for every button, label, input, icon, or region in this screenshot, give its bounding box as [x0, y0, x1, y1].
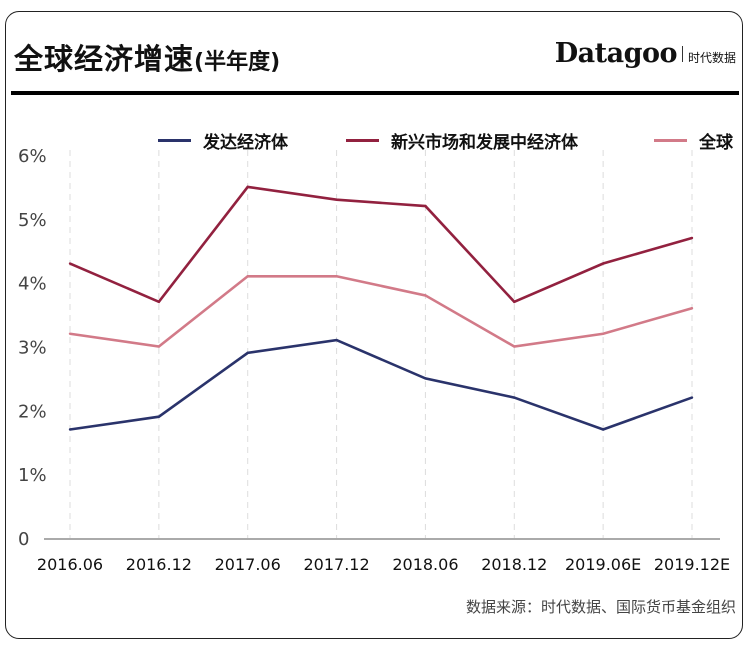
data-point-advanced [157, 415, 161, 418]
data-point-emerging [424, 204, 427, 208]
legend-item-advanced: 发达经济体 [158, 128, 288, 153]
brand-separator [681, 46, 683, 62]
brand-cn-name: 时代数据 [687, 51, 736, 65]
data-point-world [157, 345, 161, 348]
data-point-emerging [601, 262, 605, 265]
data-point-world [335, 275, 338, 278]
y-tick-label: 4% [18, 274, 47, 295]
brand-name: Datagoo [554, 38, 678, 69]
y-tick-label: 0 [18, 529, 29, 550]
data-point-advanced [335, 338, 338, 342]
y-tick-label: 3% [18, 338, 47, 359]
series-line-world [69, 274, 693, 348]
data-point-advanced [246, 351, 249, 355]
data-point-world [513, 345, 516, 348]
data-point-world [601, 332, 605, 335]
data-point-advanced [690, 396, 694, 399]
chart-card [5, 11, 743, 639]
legend-label-emerging: 新兴市场和发展中经济体 [391, 133, 578, 153]
data-point-advanced [513, 396, 516, 399]
x-tick-label: 2017.12 [303, 555, 369, 574]
legend-swatch-advanced [158, 139, 191, 142]
y-tick-label: 5% [18, 210, 47, 231]
x-tick-label: 2019.06E [565, 555, 641, 574]
data-point-emerging [157, 300, 161, 304]
x-tick-label: 2018.12 [481, 555, 547, 574]
series-line-advanced [69, 338, 693, 431]
title-main: 全球经济增速 [14, 42, 195, 76]
data-point-emerging [690, 236, 694, 240]
data-point-world [690, 307, 694, 310]
header-divider [11, 91, 739, 95]
data-point-emerging [246, 185, 249, 189]
y-tick-label: 2% [18, 401, 47, 422]
y-tick-label: 6% [18, 146, 47, 167]
data-point-world [424, 294, 427, 297]
legend-label-advanced: 发达经济体 [203, 133, 288, 153]
title-suffix: (半年度) [194, 50, 281, 75]
data-point-advanced [424, 377, 427, 380]
data-source-note: 数据来源：时代数据、国际货币基金组织 [465, 598, 736, 616]
data-point-world [68, 332, 72, 335]
legend-item-emerging: 新兴市场和发展中经济体 [346, 128, 578, 153]
data-point-advanced [68, 428, 72, 431]
data-point-emerging [335, 198, 338, 201]
data-point-emerging [68, 262, 72, 265]
data-point-advanced [601, 428, 605, 431]
x-tick-label: 2017.06 [215, 555, 281, 574]
y-tick-label: 1% [18, 465, 47, 486]
series-line-emerging [69, 185, 693, 304]
x-tick-label: 2016.12 [126, 555, 192, 574]
legend-swatch-world [654, 139, 687, 142]
legend-item-world: 全球 [654, 128, 733, 153]
x-tick-label: 2016.06 [37, 555, 103, 574]
legend-swatch-emerging [346, 139, 379, 142]
legend-label-world: 全球 [699, 133, 733, 153]
brand-logo: Datagoo 时代数据 [555, 38, 736, 69]
chart-title: 全球经济增速(半年度) [14, 36, 280, 78]
data-point-world [246, 275, 249, 278]
x-tick-label: 2018.06 [392, 555, 458, 574]
x-tick-label: 2019.12E [654, 555, 730, 574]
data-point-emerging [513, 300, 516, 304]
